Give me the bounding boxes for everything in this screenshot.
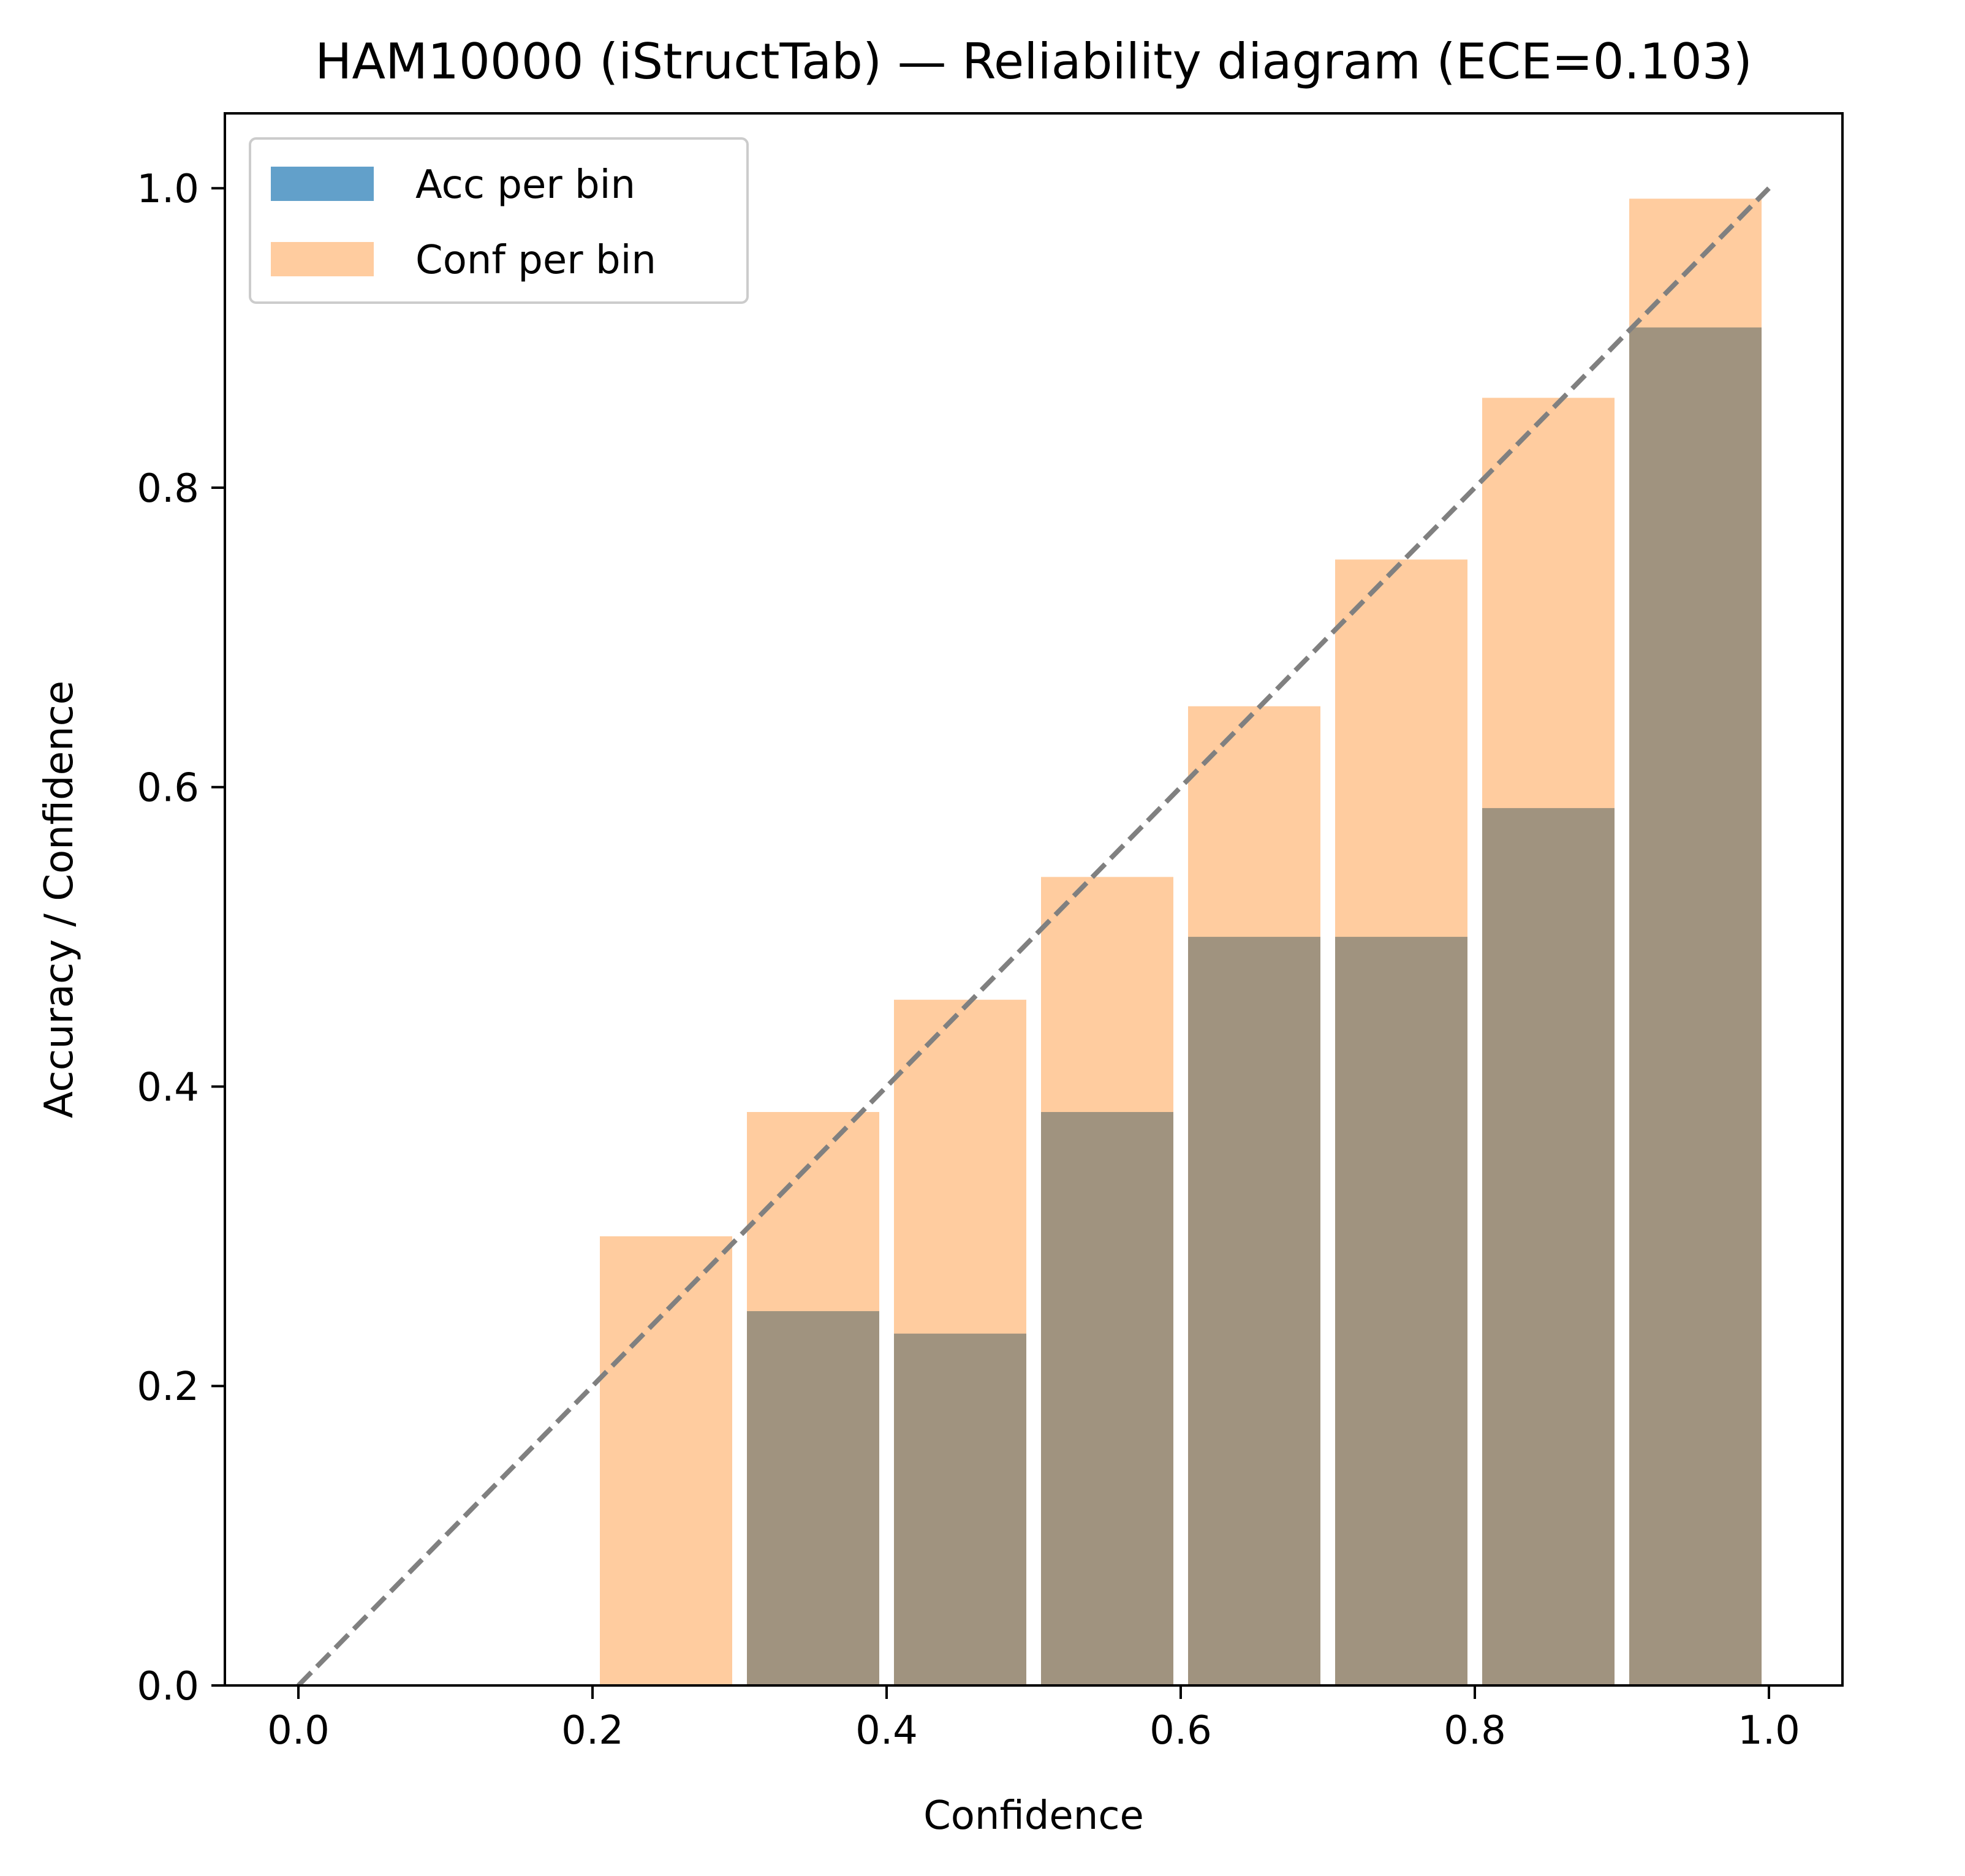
axes-layer: 0.0 0.2 0.4 0.6 0.8 1.0 0.0 0.2 0.4 0.6 0.8 1.0 xyxy=(137,112,1844,1753)
perfect-calibration-line xyxy=(297,186,1771,1687)
legend-swatch-acc xyxy=(271,167,374,201)
legend: Acc per bin Conf per bin xyxy=(249,137,749,304)
conf-bar-2 xyxy=(894,999,1026,1685)
conf-bar-3 xyxy=(1041,877,1173,1685)
y-tick-label: 1.0 xyxy=(137,167,199,212)
conf-bar-6 xyxy=(1482,398,1615,1686)
x-tick-label: 0.4 xyxy=(855,1708,918,1753)
x-tick-label: 0.8 xyxy=(1444,1708,1506,1753)
acc-bar-4 xyxy=(1188,937,1320,1685)
y-tick-label: 0.8 xyxy=(137,466,199,512)
y-axis-label: Accuracy / Confidence xyxy=(37,681,82,1118)
x-tick-label: 1.0 xyxy=(1738,1708,1800,1753)
plot-frame xyxy=(224,112,1844,1687)
legend-label-conf: Conf per bin xyxy=(415,238,656,283)
acc-bar-6 xyxy=(1482,808,1615,1685)
x-axis-label: Confidence xyxy=(923,1793,1144,1839)
legend-swatch-conf xyxy=(271,242,374,276)
acc-bar-1 xyxy=(747,1311,879,1685)
legend-box xyxy=(249,137,749,304)
acc-bar-7 xyxy=(1629,327,1762,1685)
x-tick-label: 0.0 xyxy=(267,1708,330,1753)
conf-bar-0 xyxy=(600,1236,732,1685)
conf-bar-4 xyxy=(1188,706,1320,1685)
x-tick-label: 0.6 xyxy=(1149,1708,1212,1753)
diagonal-layer xyxy=(297,186,1771,1687)
legend-label-acc: Acc per bin xyxy=(415,162,635,208)
y-tick-label: 0.2 xyxy=(137,1364,199,1410)
conf-bar-7 xyxy=(1629,199,1762,1686)
y-tick-label: 0.4 xyxy=(137,1065,199,1110)
x-tick-label: 0.2 xyxy=(561,1708,624,1753)
conf-bar-5 xyxy=(1335,559,1467,1685)
y-tick-label: 0.0 xyxy=(137,1664,199,1709)
bars-layer xyxy=(600,199,1762,1686)
y-tick-label: 0.6 xyxy=(137,766,199,811)
acc-bar-2 xyxy=(894,1333,1026,1685)
acc-bar-5 xyxy=(1335,937,1467,1685)
conf-bar-1 xyxy=(747,1112,879,1685)
acc-bar-3 xyxy=(1041,1112,1173,1685)
chart-title: HAM10000 (iStructTab) — Reliability diag… xyxy=(315,33,1752,90)
